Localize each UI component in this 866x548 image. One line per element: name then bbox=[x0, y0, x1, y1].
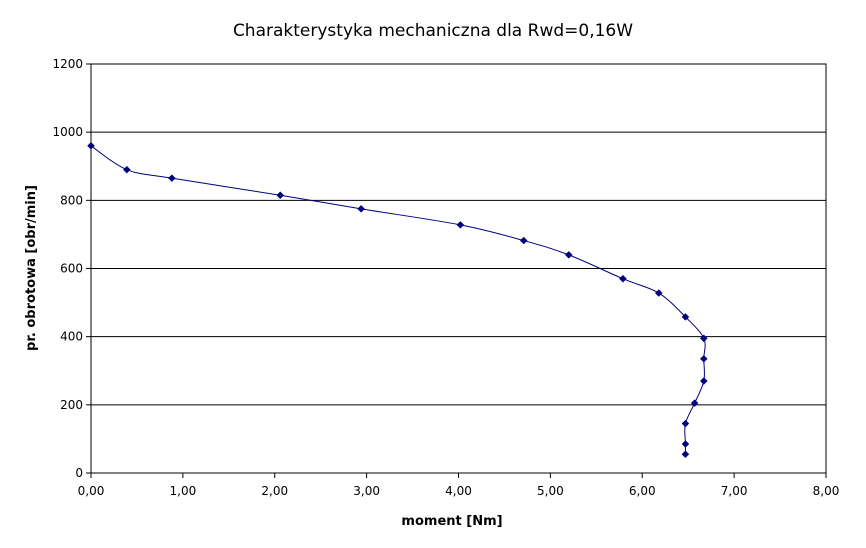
grid bbox=[91, 131, 826, 406]
data-point bbox=[699, 377, 708, 385]
data-point bbox=[681, 313, 690, 321]
data-point bbox=[122, 165, 131, 174]
data-point bbox=[681, 450, 690, 459]
x-tick-label: 0,00 bbox=[78, 484, 105, 498]
data-point bbox=[699, 334, 708, 343]
chart-title: Charakterystyka mechaniczna dla Rwd=0,16… bbox=[233, 21, 633, 41]
x-tick-label: 8,00 bbox=[813, 484, 840, 498]
x-axis-label: moment [Nm] bbox=[401, 514, 502, 529]
data-point bbox=[564, 251, 573, 259]
y-tick-label: 1200 bbox=[52, 57, 83, 71]
series-line bbox=[90, 145, 706, 455]
data-point bbox=[456, 221, 465, 229]
x-tick-label: 4,00 bbox=[445, 484, 472, 498]
data-point bbox=[87, 141, 95, 150]
y-tick-label: 0 bbox=[75, 466, 83, 480]
y-tick-label: 400 bbox=[60, 330, 83, 344]
data-point bbox=[699, 354, 708, 363]
x-tick-label: 1,00 bbox=[170, 484, 197, 498]
data-point bbox=[276, 191, 285, 200]
data-point bbox=[681, 440, 690, 448]
y-tick-label: 1000 bbox=[52, 125, 83, 139]
data-point bbox=[619, 274, 627, 283]
data-point bbox=[519, 236, 528, 245]
x-tick-label: 3,00 bbox=[353, 484, 380, 498]
x-tick-label: 7,00 bbox=[721, 484, 748, 498]
y-tick-label: 800 bbox=[60, 193, 83, 207]
x-tick-label: 5,00 bbox=[537, 484, 564, 498]
data-point bbox=[690, 399, 699, 407]
axis-ticks: 0 200 400 600 800 1000 1200 0,00 1,00 2,00 3,00 4,0… bbox=[52, 57, 839, 498]
data-point bbox=[357, 205, 365, 213]
data-point bbox=[167, 174, 176, 183]
series-layer bbox=[87, 141, 708, 459]
y-tick-label: 200 bbox=[60, 398, 83, 412]
data-point bbox=[681, 419, 690, 428]
y-tick-label: 600 bbox=[60, 262, 83, 276]
x-tick-label: 2,00 bbox=[261, 484, 288, 498]
x-tick-label: 6,00 bbox=[629, 484, 656, 498]
data-point bbox=[654, 289, 663, 297]
y-axis-label: pr. obrotowa [obr/min] bbox=[24, 185, 39, 351]
